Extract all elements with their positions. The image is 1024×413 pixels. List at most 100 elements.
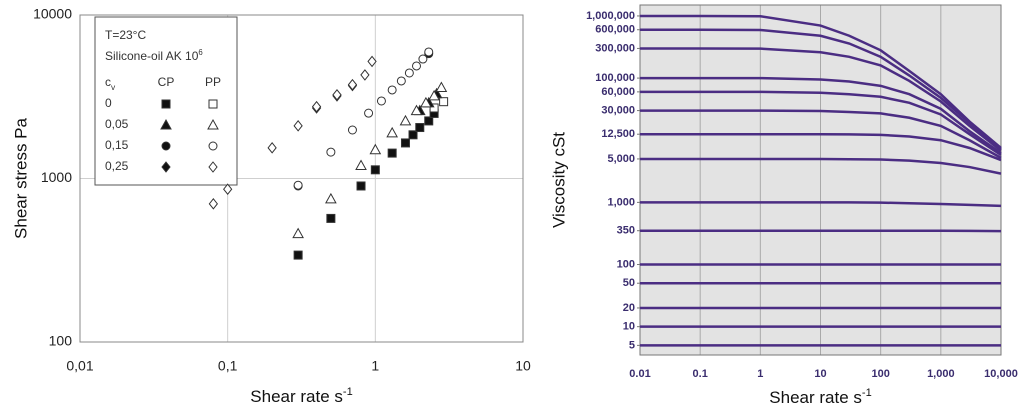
series-line xyxy=(640,109,1002,159)
marker xyxy=(429,103,439,113)
legend-marker xyxy=(208,141,218,151)
y-tick-label: 100 xyxy=(617,258,635,270)
x-tick-label: 10 xyxy=(515,358,531,374)
x-tick-label: 0.1 xyxy=(693,368,708,380)
y-tick-label: 50 xyxy=(623,277,635,289)
legend-marker xyxy=(161,161,171,173)
marker xyxy=(435,81,448,93)
marker xyxy=(311,100,322,113)
marker xyxy=(208,198,218,210)
series-line xyxy=(640,90,1002,156)
x-tick-label: 1 xyxy=(371,358,379,374)
series-line xyxy=(640,14,1002,149)
marker xyxy=(367,55,377,68)
legend-text-part: Silicone-oil AK 10 xyxy=(105,49,199,63)
marker xyxy=(293,120,303,132)
marker xyxy=(364,108,374,118)
marker xyxy=(326,147,336,157)
legend-text: T=23°C xyxy=(105,28,146,42)
plot-border xyxy=(639,4,1002,356)
x-tick-label: 1 xyxy=(757,368,763,380)
y-tick-label: 1,000,000 xyxy=(586,10,635,22)
marker xyxy=(408,130,418,140)
legend-label: 0 xyxy=(105,96,112,110)
marker xyxy=(360,69,370,81)
legend-marker xyxy=(207,118,219,130)
marker xyxy=(223,183,233,196)
y-axis-label: Shear stress Pa xyxy=(11,117,30,238)
marker xyxy=(439,97,449,107)
series-line xyxy=(640,201,1002,208)
legend-text-part: 6 xyxy=(198,48,202,57)
marker xyxy=(369,143,382,155)
y-tick-label: 600,000 xyxy=(595,24,635,36)
y-tick-label: 20 xyxy=(623,302,635,314)
marker xyxy=(424,47,434,57)
marker xyxy=(356,181,366,191)
y-tick-label: 300,000 xyxy=(595,42,635,54)
marker xyxy=(415,123,425,133)
marker xyxy=(347,78,358,91)
x-axis-label-part: -1 xyxy=(862,387,872,399)
legend-header-part: v xyxy=(111,82,116,92)
legend-label: 0,25 xyxy=(105,159,129,173)
marker xyxy=(424,116,434,126)
legend-marker xyxy=(161,141,171,151)
y-tick-label: 1000 xyxy=(41,169,72,185)
marker xyxy=(267,142,277,154)
marker xyxy=(355,159,367,171)
y-tick-label: 10000 xyxy=(33,6,72,22)
marker xyxy=(332,89,342,101)
plot-border xyxy=(79,14,524,343)
legend-marker xyxy=(208,161,218,173)
marker xyxy=(347,125,357,135)
legend-text: Silicone-oil AK 106 xyxy=(105,48,203,64)
marker xyxy=(399,114,412,126)
x-axis-label-part: Shear rate s xyxy=(250,387,343,406)
x-tick-label: 10,000 xyxy=(984,368,1018,380)
legend-marker xyxy=(161,99,171,109)
x-tick-label: 0,01 xyxy=(66,358,93,374)
legend-label: 0,05 xyxy=(105,117,129,131)
marker xyxy=(376,96,386,106)
x-tick-label: 100 xyxy=(871,368,889,380)
marker xyxy=(326,213,336,223)
x-tick-label: 0.01 xyxy=(629,368,650,380)
x-tick-label: 10 xyxy=(814,368,826,380)
marker xyxy=(325,192,337,204)
marker xyxy=(410,104,423,116)
x-tick-label: 0,1 xyxy=(218,358,238,374)
y-tick-label: 5,000 xyxy=(607,153,635,165)
marker xyxy=(411,61,421,71)
legend-marker xyxy=(160,118,172,130)
marker xyxy=(292,227,304,239)
marker xyxy=(293,250,303,260)
marker xyxy=(386,126,399,138)
legend-marker xyxy=(208,99,218,109)
legend-header: CP xyxy=(158,75,175,89)
y-tick-label: 5 xyxy=(629,339,635,351)
marker xyxy=(293,180,303,190)
legend-header: cv xyxy=(105,75,116,92)
series-line xyxy=(640,28,1002,151)
legend-label: 0,15 xyxy=(105,138,129,152)
y-tick-label: 10 xyxy=(623,321,635,333)
y-tick-label: 60,000 xyxy=(601,86,635,98)
y-tick-label: 30,000 xyxy=(601,104,635,116)
marker xyxy=(420,96,432,108)
marker xyxy=(418,54,428,64)
x-tick-label: 1,000 xyxy=(927,368,955,380)
x-axis-label: Shear rate s-1 xyxy=(769,387,871,408)
marker xyxy=(404,68,414,78)
marker xyxy=(387,85,397,95)
marker xyxy=(370,165,380,175)
series-line xyxy=(640,132,1002,162)
marker xyxy=(396,76,406,86)
y-tick-label: 350 xyxy=(617,225,635,237)
legend-header: PP xyxy=(205,75,221,89)
series-line xyxy=(640,76,1002,155)
y-tick-label: 100 xyxy=(49,333,73,349)
y-tick-label: 100,000 xyxy=(595,72,635,84)
series-line xyxy=(640,47,1002,152)
